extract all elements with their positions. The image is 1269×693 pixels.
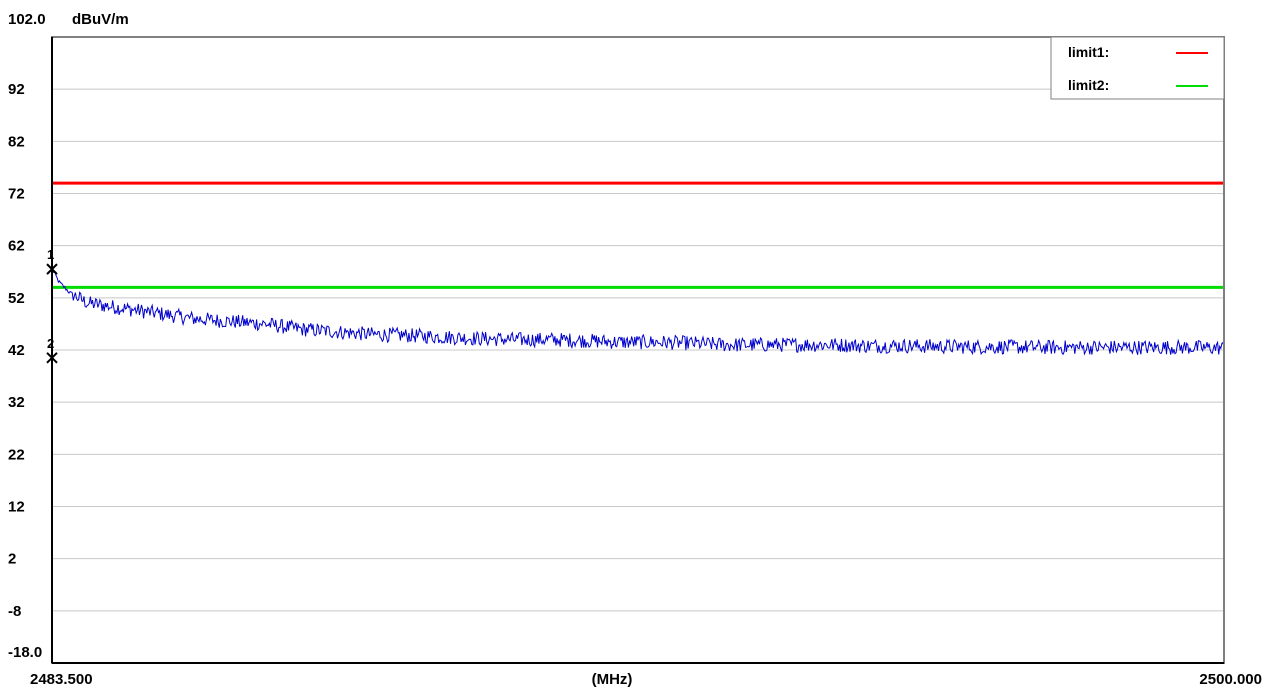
marker-label: 2 bbox=[47, 336, 54, 351]
y-tick-label: 92 bbox=[8, 81, 25, 98]
y-tick-label: 32 bbox=[8, 394, 25, 411]
series-line bbox=[51, 268, 1225, 356]
y-tick-label: -18.0 bbox=[8, 644, 42, 661]
y-tick-label: 52 bbox=[8, 290, 25, 307]
marker-label: 1 bbox=[47, 247, 54, 262]
x-unit-label: (MHz) bbox=[592, 671, 633, 688]
series-group bbox=[51, 268, 1225, 356]
grid bbox=[52, 88, 1224, 612]
legend: limit1: limit2: bbox=[1050, 36, 1225, 100]
y-tick-label: 42 bbox=[8, 342, 25, 359]
y-tick-label: 72 bbox=[8, 186, 25, 203]
y-tick-labels: 102.0 92 82 72 62 52 42 32 22 12 2 -8 -18.0 bbox=[8, 11, 46, 661]
y-tick-label: 22 bbox=[8, 446, 25, 463]
limit-lines bbox=[52, 181, 1224, 289]
y-tick-label: 102.0 bbox=[8, 11, 46, 28]
y-tick-label: 2 bbox=[8, 551, 16, 568]
y-tick-label: 12 bbox=[8, 499, 25, 516]
legend-box bbox=[1050, 36, 1225, 100]
y-tick-label: -8 bbox=[8, 603, 21, 620]
x-tick-label-start: 2483.500 bbox=[30, 671, 93, 688]
legend-label-limit2: limit2: bbox=[1068, 77, 1109, 93]
y-unit-label: dBuV/m bbox=[72, 11, 129, 28]
x-tick-label-end: 2500.000 bbox=[1199, 671, 1262, 688]
y-tick-label: 62 bbox=[8, 238, 25, 255]
legend-label-limit1: limit1: bbox=[1068, 44, 1109, 60]
y-tick-label: 82 bbox=[8, 133, 25, 150]
